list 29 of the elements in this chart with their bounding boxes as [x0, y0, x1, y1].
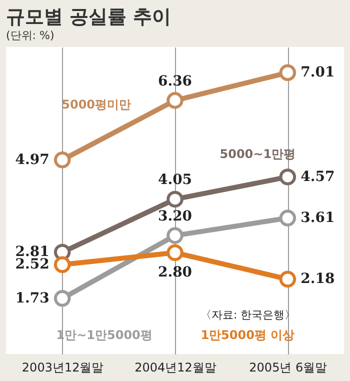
text: 〈자료: 한국은행〉 [200, 308, 296, 322]
text: 1만5000평 이상 [200, 328, 295, 342]
data-label: 3.61 [300, 210, 335, 226]
point [54, 256, 71, 274]
x-tick-label: 2004년12월말 [134, 360, 216, 374]
data-label: 7.01 [300, 64, 335, 81]
point [166, 92, 184, 109]
point [279, 210, 296, 226]
point [279, 270, 296, 288]
data-label: 4.97 [15, 152, 50, 168]
data-label: 3.20 [158, 208, 192, 225]
point [166, 190, 184, 208]
point [279, 168, 296, 186]
point [166, 244, 184, 262]
chart-title: 규모별 공실률 추이 [6, 6, 172, 28]
chart-subtitle: (단위: %) [6, 29, 54, 42]
data-label: 4.57 [300, 168, 335, 185]
data-label: 2.18 [300, 271, 335, 288]
x-tick-label: 2005년 6월말 [249, 360, 328, 374]
point [166, 227, 184, 244]
data-label: 6.36 [158, 73, 192, 90]
data-label: 2.80 [158, 264, 192, 281]
point [279, 64, 296, 82]
data-label: 1.73 [15, 290, 50, 306]
data-label: 4.05 [158, 172, 192, 188]
data-label: 2.52 [15, 256, 50, 273]
point [54, 152, 71, 168]
point [54, 290, 71, 307]
x-tick-label: 2003년12월말 [22, 360, 104, 374]
